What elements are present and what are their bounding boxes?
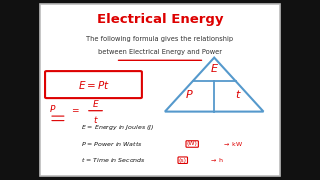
Bar bbox=[283, 0, 320, 180]
Text: $E$: $E$ bbox=[210, 62, 219, 73]
Text: $E$ = Energy in Joules (J): $E$ = Energy in Joules (J) bbox=[81, 123, 155, 132]
Text: $t$ = Time in Seconds: $t$ = Time in Seconds bbox=[81, 156, 146, 164]
Text: $P$: $P$ bbox=[185, 89, 194, 100]
Text: The following formula gives the relationship: The following formula gives the relation… bbox=[86, 36, 234, 42]
Text: $P$ = Power in Watts: $P$ = Power in Watts bbox=[81, 140, 143, 148]
Text: $E = Pt$: $E = Pt$ bbox=[77, 79, 109, 91]
Text: (s): (s) bbox=[179, 158, 187, 163]
Polygon shape bbox=[165, 58, 263, 112]
Text: $E$: $E$ bbox=[92, 98, 99, 109]
Text: Electrical Energy: Electrical Energy bbox=[97, 13, 223, 26]
Text: $P$: $P$ bbox=[49, 103, 57, 114]
Text: $\rightarrow$ h: $\rightarrow$ h bbox=[209, 156, 224, 164]
Text: $t$: $t$ bbox=[92, 114, 99, 125]
Text: $=$: $=$ bbox=[70, 105, 80, 114]
Text: $t$: $t$ bbox=[236, 89, 242, 100]
FancyBboxPatch shape bbox=[40, 4, 280, 176]
Text: (W): (W) bbox=[187, 141, 198, 147]
FancyBboxPatch shape bbox=[45, 71, 142, 98]
Bar bbox=[0, 0, 37, 180]
Text: $\rightarrow$ kW: $\rightarrow$ kW bbox=[222, 140, 243, 148]
Text: between Electrical Energy and Power: between Electrical Energy and Power bbox=[98, 49, 222, 55]
